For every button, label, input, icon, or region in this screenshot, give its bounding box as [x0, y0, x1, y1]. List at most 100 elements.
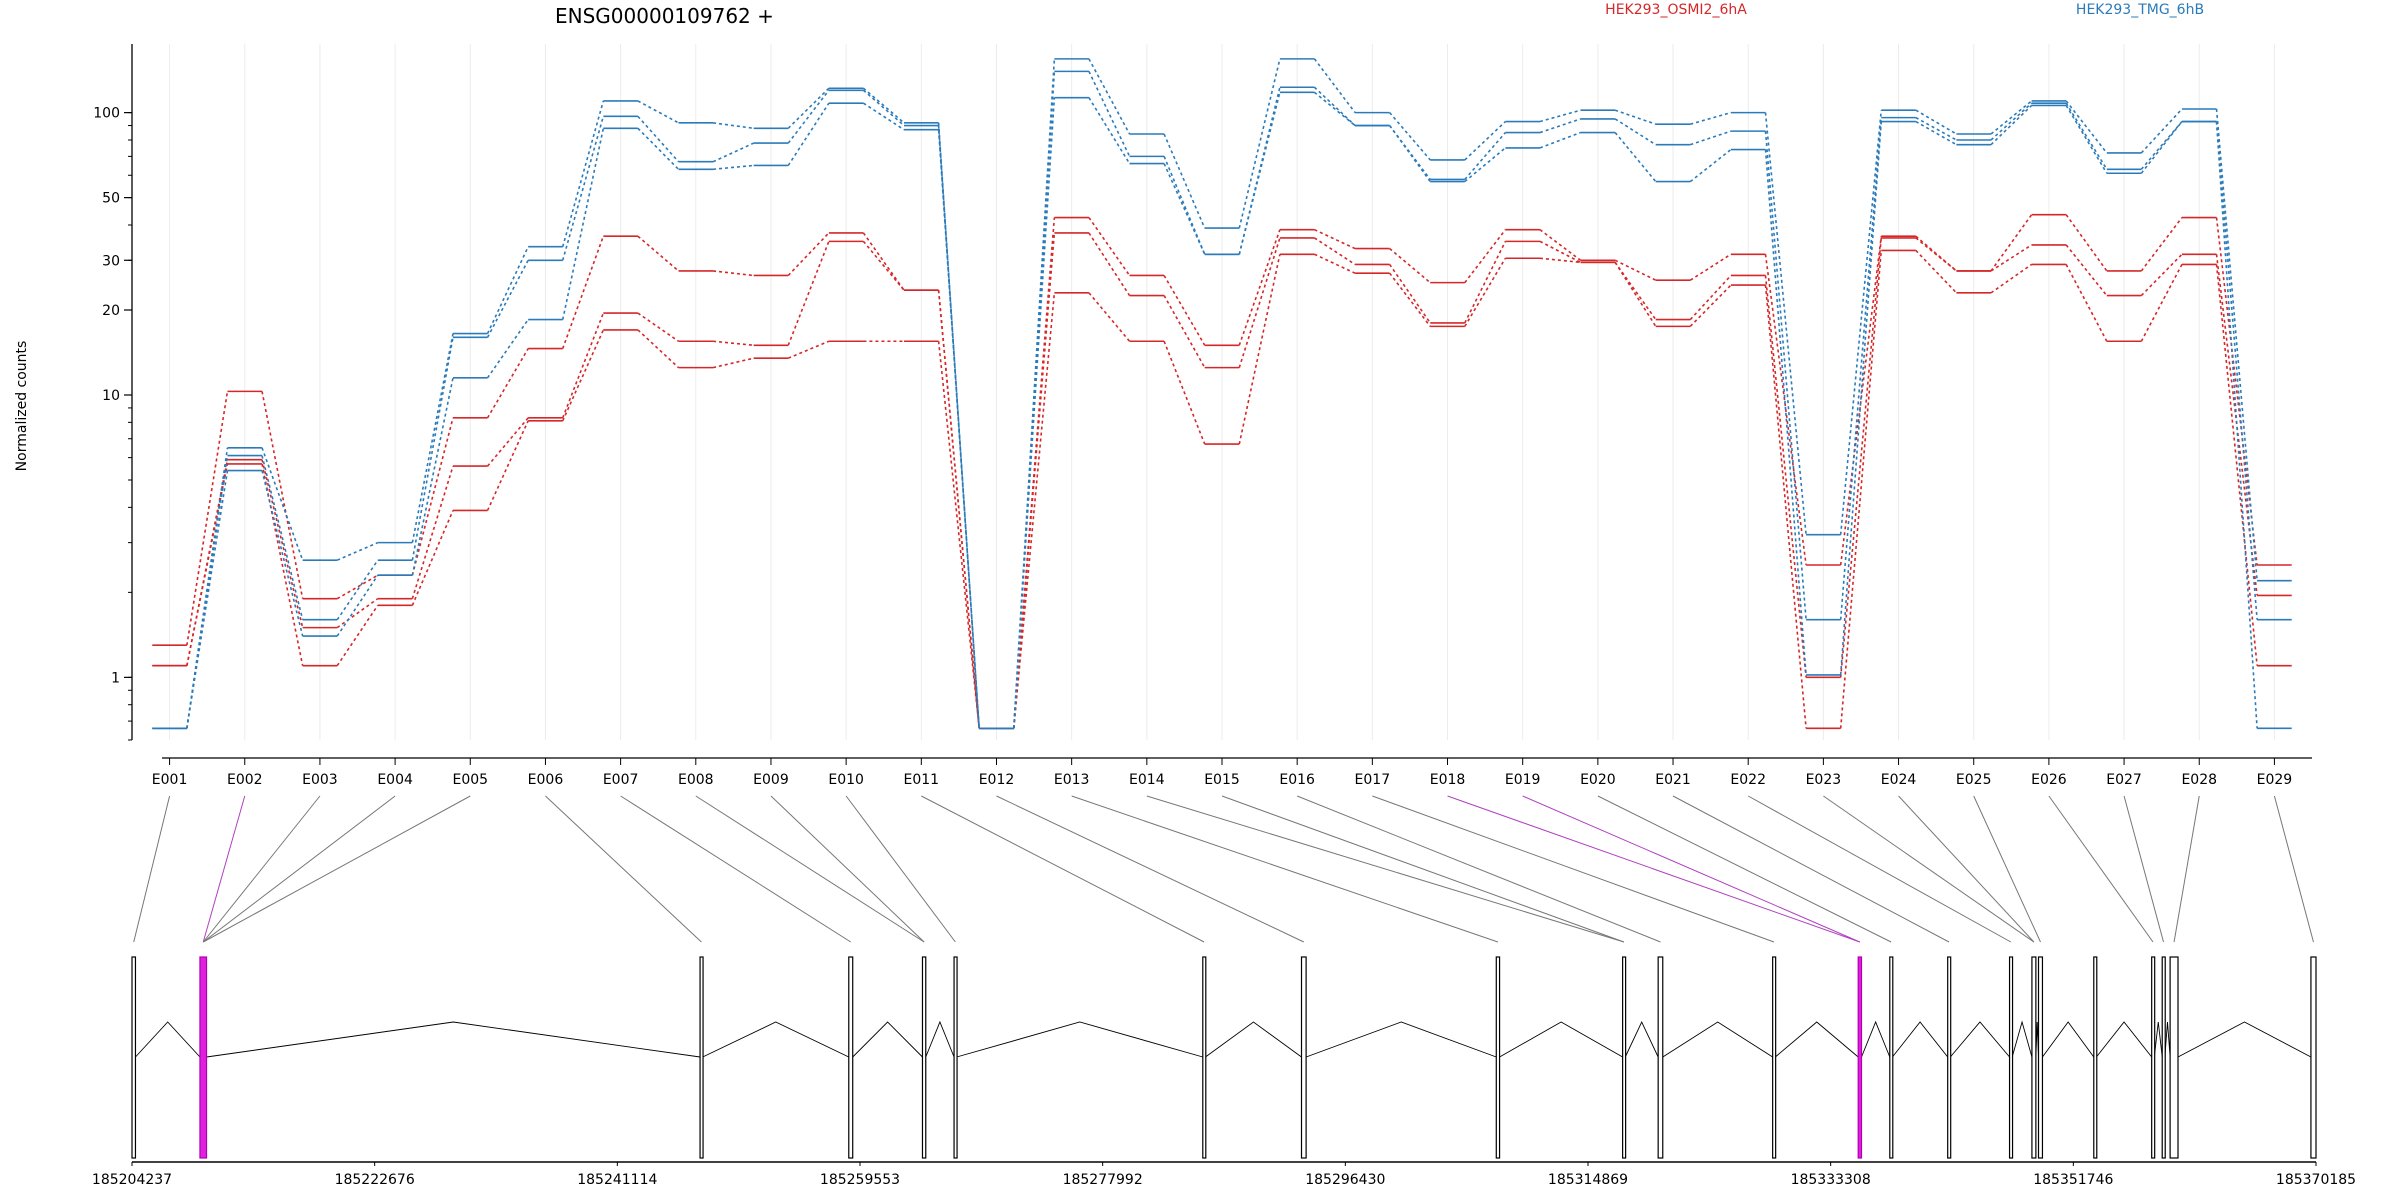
series-4-transition-e023	[1839, 110, 1883, 535]
series-2-transition-e011	[937, 290, 980, 729]
genomic-tick-label-185259553: 185259553	[820, 1172, 900, 1188]
exon-bin-label-e017: E017	[1355, 772, 1391, 788]
series-2-transition-e022	[1764, 275, 1807, 678]
series-3-transition-e022	[1764, 285, 1807, 729]
intron-7	[1205, 1021, 1302, 1058]
series-1-transition-e015	[1238, 229, 1281, 346]
exon-bin-label-e015: E015	[1204, 772, 1240, 788]
intron-11	[1662, 1021, 1773, 1058]
series-2-transition-e013	[1088, 232, 1131, 296]
exon-bin-label-e006: E006	[528, 772, 564, 788]
series-1-transition-e026	[2065, 214, 2108, 272]
connector-e001	[133, 795, 171, 943]
exon-bin-label-e004: E004	[377, 772, 413, 788]
series-2-transition-e017	[1388, 263, 1431, 324]
exon-box-13	[1857, 956, 1863, 1159]
series-3-transition-e002	[261, 463, 304, 666]
series-3-transition-e007	[637, 329, 680, 369]
exon-bin-label-e019: E019	[1505, 772, 1541, 788]
exon-bin-label-e013: E013	[1054, 772, 1090, 788]
chart-title: ENSG00000109762 +	[555, 4, 774, 28]
series-1-transition-e021	[1689, 253, 1732, 281]
exon-box-14	[1889, 956, 1894, 1159]
intron-16	[2011, 1020, 2033, 1058]
series-3-transition-e008	[712, 357, 754, 369]
exon-box-2	[199, 956, 208, 1159]
series-2-transition-e009	[787, 241, 830, 346]
exon-bin-label-e007: E007	[603, 772, 639, 788]
series-6-transition-e013	[1088, 97, 1131, 164]
series-1-transition-e001	[186, 391, 229, 646]
series-3-transition-e024	[1915, 249, 1958, 294]
exon-bin-label-e026: E026	[2031, 772, 2067, 788]
intron-15	[1949, 1021, 2010, 1058]
series-1-transition-e003	[336, 574, 379, 600]
series-3-transition-e020	[1614, 261, 1657, 327]
series-4-transition-e015	[1238, 58, 1281, 229]
exon-box-16	[2008, 956, 2014, 1159]
series-6-transition-e018	[1464, 147, 1506, 183]
exon-bin-label-e009: E009	[753, 772, 789, 788]
genomic-axis: 185204237 185222676 185241114 185259553 1852…	[92, 1161, 2356, 1188]
series-6-transition-e010	[862, 102, 905, 131]
series-1-transition-e019	[1539, 229, 1582, 261]
series-6-transition-e007	[637, 127, 680, 170]
series-2-transition-e012	[1012, 232, 1056, 729]
intron-5	[925, 1020, 955, 1058]
connector-e017	[1372, 795, 1775, 943]
series-1-transition-e009	[787, 232, 830, 277]
series-5-transition-e009	[787, 89, 830, 144]
series-5-transition-e025	[1990, 102, 2033, 141]
series-4-transition-e020	[1614, 109, 1657, 125]
series-2-transition-e014	[1163, 295, 1206, 369]
series-2-transition-e027	[2140, 253, 2183, 297]
series-4-transition-e006	[561, 100, 605, 247]
series-3-transition-e028	[2215, 264, 2258, 666]
exon-bin-label-e012: E012	[979, 772, 1015, 788]
exon-box-18	[2037, 956, 2044, 1159]
series-5-transition-e017	[1388, 125, 1431, 180]
exon-bin-label-e005: E005	[452, 772, 488, 788]
series-1-transition-e027	[2140, 217, 2183, 272]
series-4-transition-e001	[186, 447, 229, 729]
exon-box-12	[1772, 956, 1777, 1159]
exon-bin-label-e028: E028	[2181, 772, 2217, 788]
connector-e020	[1597, 795, 1892, 943]
series-3-transition-e003	[336, 604, 379, 667]
series-3-transition-e011	[937, 341, 980, 729]
exon-bin-label-e002: E002	[227, 772, 263, 788]
exon-box-22	[2169, 956, 2179, 1159]
exon-bin-label-e023: E023	[1806, 772, 1842, 788]
series-5-transition-e004	[411, 337, 454, 561]
series-4-transition-e017	[1389, 112, 1431, 161]
series-5-transition-e022	[1764, 131, 1807, 620]
connector-e011	[921, 795, 1205, 943]
exon-box-11	[1657, 956, 1664, 1159]
intron-3	[702, 1021, 849, 1058]
series-4-transition-e021	[1690, 111, 1732, 125]
series-3-transition-e015	[1238, 254, 1281, 445]
series-2-transition-e024	[1915, 237, 1957, 272]
series-1-transition-e025	[1990, 214, 2033, 272]
series-5-transition-e028	[2215, 121, 2258, 620]
series-6-transition-e021	[1689, 148, 1732, 183]
exon-box-1	[131, 956, 137, 1159]
connector-e015	[1221, 795, 1625, 943]
exon-box-4	[848, 956, 854, 1159]
legend-entry-tmg: HEK293_TMG_6hB	[2076, 2, 2204, 18]
exon-box-5	[921, 956, 927, 1159]
genomic-tick-label-185314869: 185314869	[1548, 1172, 1628, 1188]
intron-14	[1892, 1021, 1949, 1058]
intron-12	[1775, 1021, 1859, 1058]
connector-e010	[845, 795, 956, 943]
series-6-transition-e001	[186, 470, 229, 729]
series-1-transition-e016	[1314, 228, 1356, 250]
series-2-transition-e008	[713, 340, 754, 347]
y-tick-label-1: 1	[111, 670, 120, 686]
connector-e026	[2048, 795, 2154, 943]
expression-lines	[152, 58, 2292, 730]
series-3-transition-e026	[2065, 264, 2108, 342]
series-4-transition-e025	[1990, 100, 2033, 135]
series-5-transition-e024	[1915, 116, 1957, 141]
